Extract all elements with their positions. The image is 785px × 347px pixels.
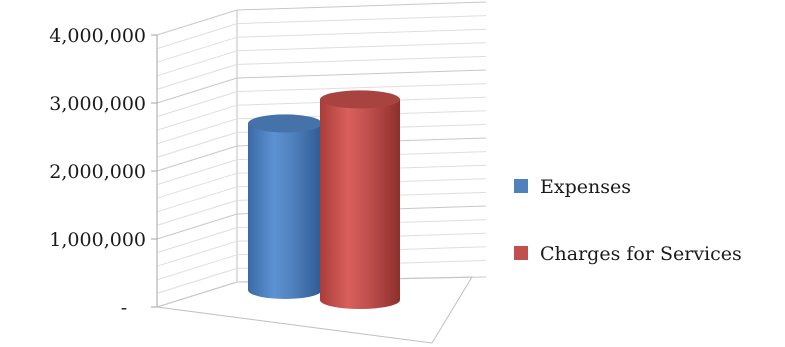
side-gridline	[156, 36, 238, 63]
cylinder-body	[320, 99, 400, 310]
legend-swatch	[514, 246, 528, 260]
side-gridline	[156, 254, 238, 281]
legend-label: Expenses	[540, 176, 631, 198]
side-gridline	[156, 199, 238, 226]
side-gridline	[156, 213, 238, 240]
side-gridline	[156, 145, 238, 172]
back-gridline	[236, 1, 487, 11]
y-tick-label: 3,000,000	[49, 93, 146, 115]
back-gridline	[236, 69, 487, 79]
back-gridline	[236, 83, 487, 93]
back-gridline	[236, 55, 487, 65]
y-tick-label: 4,000,000	[49, 25, 146, 47]
side-gridline	[156, 9, 238, 36]
cylinder-top	[320, 90, 400, 109]
legend-swatch	[514, 179, 528, 193]
side-gridline	[156, 104, 238, 131]
side-gridline	[156, 131, 238, 158]
side-gridline	[156, 50, 238, 77]
side-gridline	[156, 186, 238, 213]
y-tick-label: -	[121, 297, 127, 319]
back-gridline	[236, 28, 487, 38]
side-gridline	[156, 281, 238, 308]
side-gridline	[156, 240, 238, 267]
side-gridline	[156, 267, 238, 294]
side-gridline	[156, 227, 238, 254]
legend: Expenses Charges for Services	[514, 176, 742, 265]
legend-label: Charges for Services	[540, 243, 742, 265]
side-gridline	[156, 118, 238, 145]
value-axis	[151, 34, 158, 308]
back-gridline	[236, 15, 487, 25]
y-tick-label: 1,000,000	[49, 229, 146, 251]
cylinder-charges-for-services	[320, 90, 400, 310]
bar-series	[248, 90, 400, 310]
back-gridline	[236, 42, 487, 52]
y-tick-labels: - 1,000,000 2,000,000 3,000,000 4,000,000	[49, 25, 146, 319]
side-gridline	[156, 77, 238, 104]
cylinder-expenses	[248, 114, 322, 299]
y-tick-label: 2,000,000	[49, 161, 146, 183]
side-gridline	[156, 23, 238, 50]
cylinder-body	[248, 123, 322, 299]
side-gridline	[156, 172, 238, 199]
side-gridline	[156, 91, 238, 118]
cylinder-top	[248, 114, 322, 133]
side-gridline	[156, 159, 238, 186]
side-gridline	[156, 63, 238, 90]
